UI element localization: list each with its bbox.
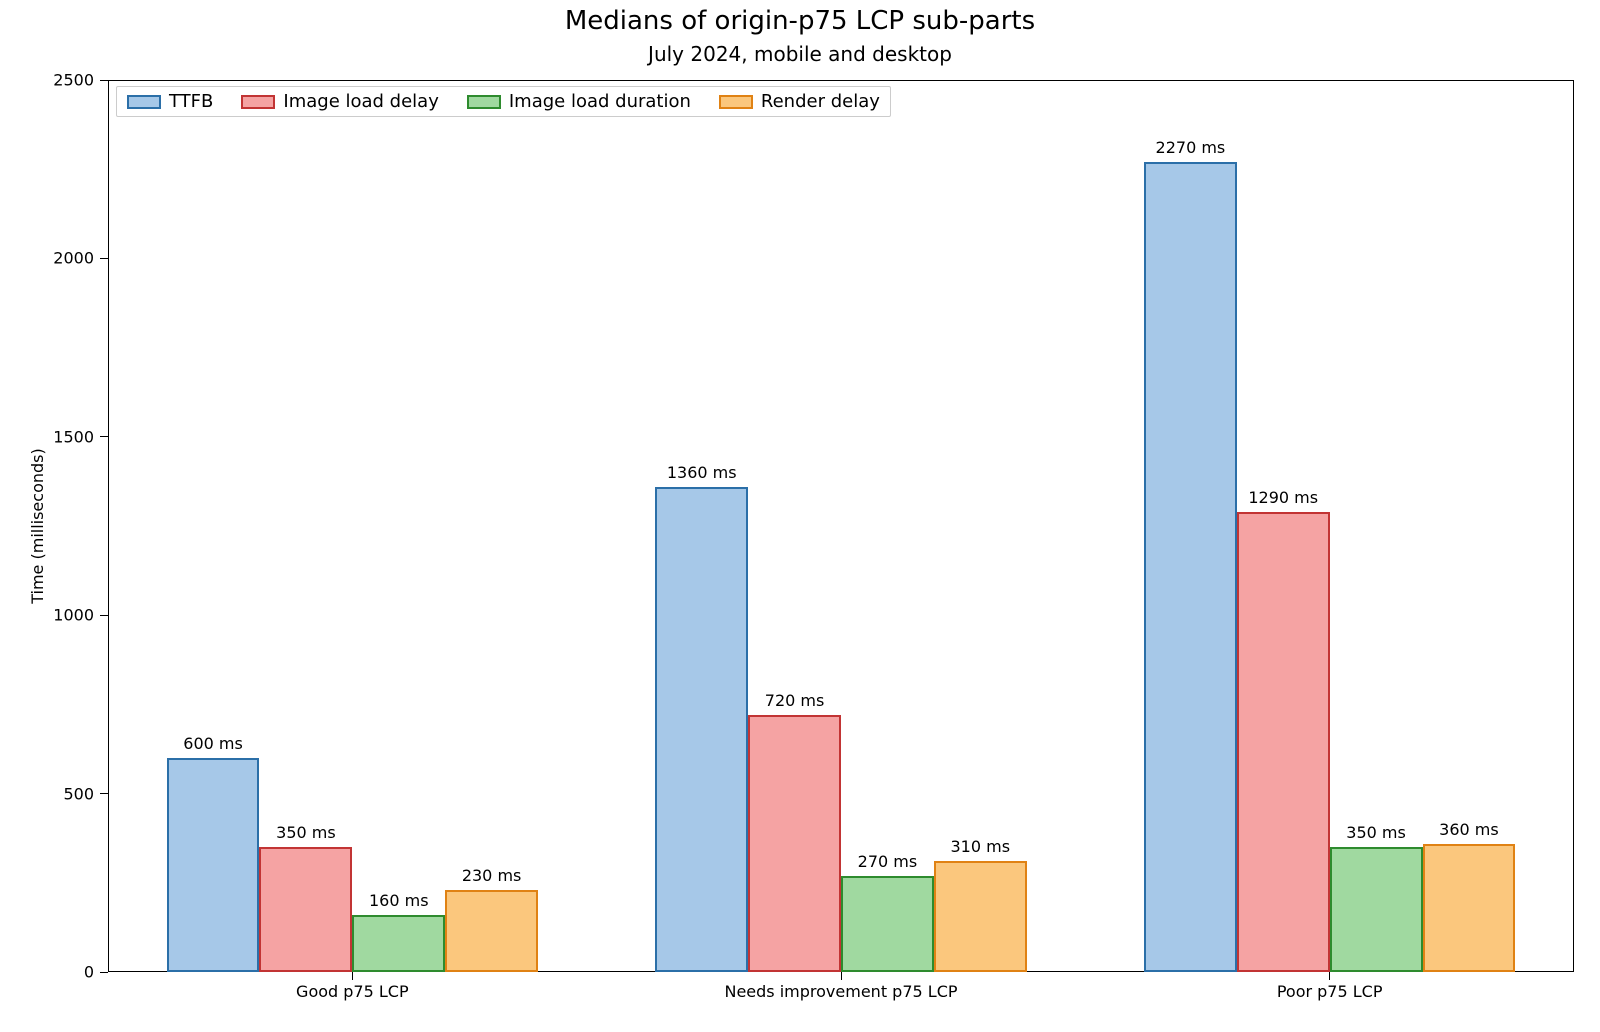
bar-value-label: 360 ms <box>1439 820 1499 839</box>
bar <box>352 915 445 972</box>
bar <box>934 861 1027 972</box>
legend: TTFB Image load delay Image load duration R… <box>116 86 891 117</box>
y-tick <box>100 436 108 437</box>
bar <box>259 847 352 972</box>
y-tick-label: 0 <box>0 963 94 982</box>
legend-swatch <box>241 95 275 109</box>
legend-label: TTFB <box>169 91 213 112</box>
legend-swatch <box>467 95 501 109</box>
bar-value-label: 230 ms <box>462 866 522 885</box>
bar-value-label: 350 ms <box>1346 823 1406 842</box>
bar <box>445 890 538 972</box>
x-tick <box>1329 972 1330 980</box>
bar <box>1423 844 1516 972</box>
bar <box>1144 162 1237 972</box>
bar-value-label: 720 ms <box>765 691 825 710</box>
legend-label: Image load duration <box>509 91 691 112</box>
chart-container: Medians of origin-p75 LCP sub-parts July… <box>0 0 1600 1032</box>
bar-value-label: 600 ms <box>183 734 243 753</box>
legend-item: Image load delay <box>241 91 438 112</box>
bar <box>748 715 841 972</box>
y-tick-label: 1500 <box>0 427 94 446</box>
legend-item: Render delay <box>719 91 880 112</box>
y-tick-label: 2500 <box>0 71 94 90</box>
y-tick <box>100 80 108 81</box>
bar <box>167 758 260 972</box>
x-tick <box>841 972 842 980</box>
legend-label: Render delay <box>761 91 880 112</box>
bar-value-label: 160 ms <box>369 891 429 910</box>
bar <box>841 876 934 972</box>
bar-value-label: 350 ms <box>276 823 336 842</box>
x-tick-label: Good p75 LCP <box>296 982 409 1001</box>
x-tick-label: Poor p75 LCP <box>1277 982 1383 1001</box>
x-tick <box>352 972 353 980</box>
y-tick <box>100 793 108 794</box>
legend-label: Image load delay <box>283 91 438 112</box>
y-tick <box>100 258 108 259</box>
legend-swatch <box>127 95 161 109</box>
legend-item: Image load duration <box>467 91 691 112</box>
bar-value-label: 1360 ms <box>667 463 737 482</box>
bar-value-label: 2270 ms <box>1156 138 1226 157</box>
y-tick <box>100 615 108 616</box>
legend-item: TTFB <box>127 91 213 112</box>
y-tick-label: 500 <box>0 784 94 803</box>
y-tick-label: 2000 <box>0 249 94 268</box>
chart-title: Medians of origin-p75 LCP sub-parts <box>0 6 1600 36</box>
y-tick-label: 1000 <box>0 606 94 625</box>
y-axis-label: Time (milliseconds) <box>28 448 47 604</box>
y-tick <box>100 972 108 973</box>
bar <box>1330 847 1423 972</box>
bar-value-label: 1290 ms <box>1248 488 1318 507</box>
bar-value-label: 310 ms <box>950 837 1010 856</box>
legend-swatch <box>719 95 753 109</box>
bar-value-label: 270 ms <box>858 852 918 871</box>
x-tick-label: Needs improvement p75 LCP <box>724 982 957 1001</box>
chart-subtitle: July 2024, mobile and desktop <box>0 42 1600 66</box>
bar <box>655 487 748 972</box>
bar <box>1237 512 1330 972</box>
